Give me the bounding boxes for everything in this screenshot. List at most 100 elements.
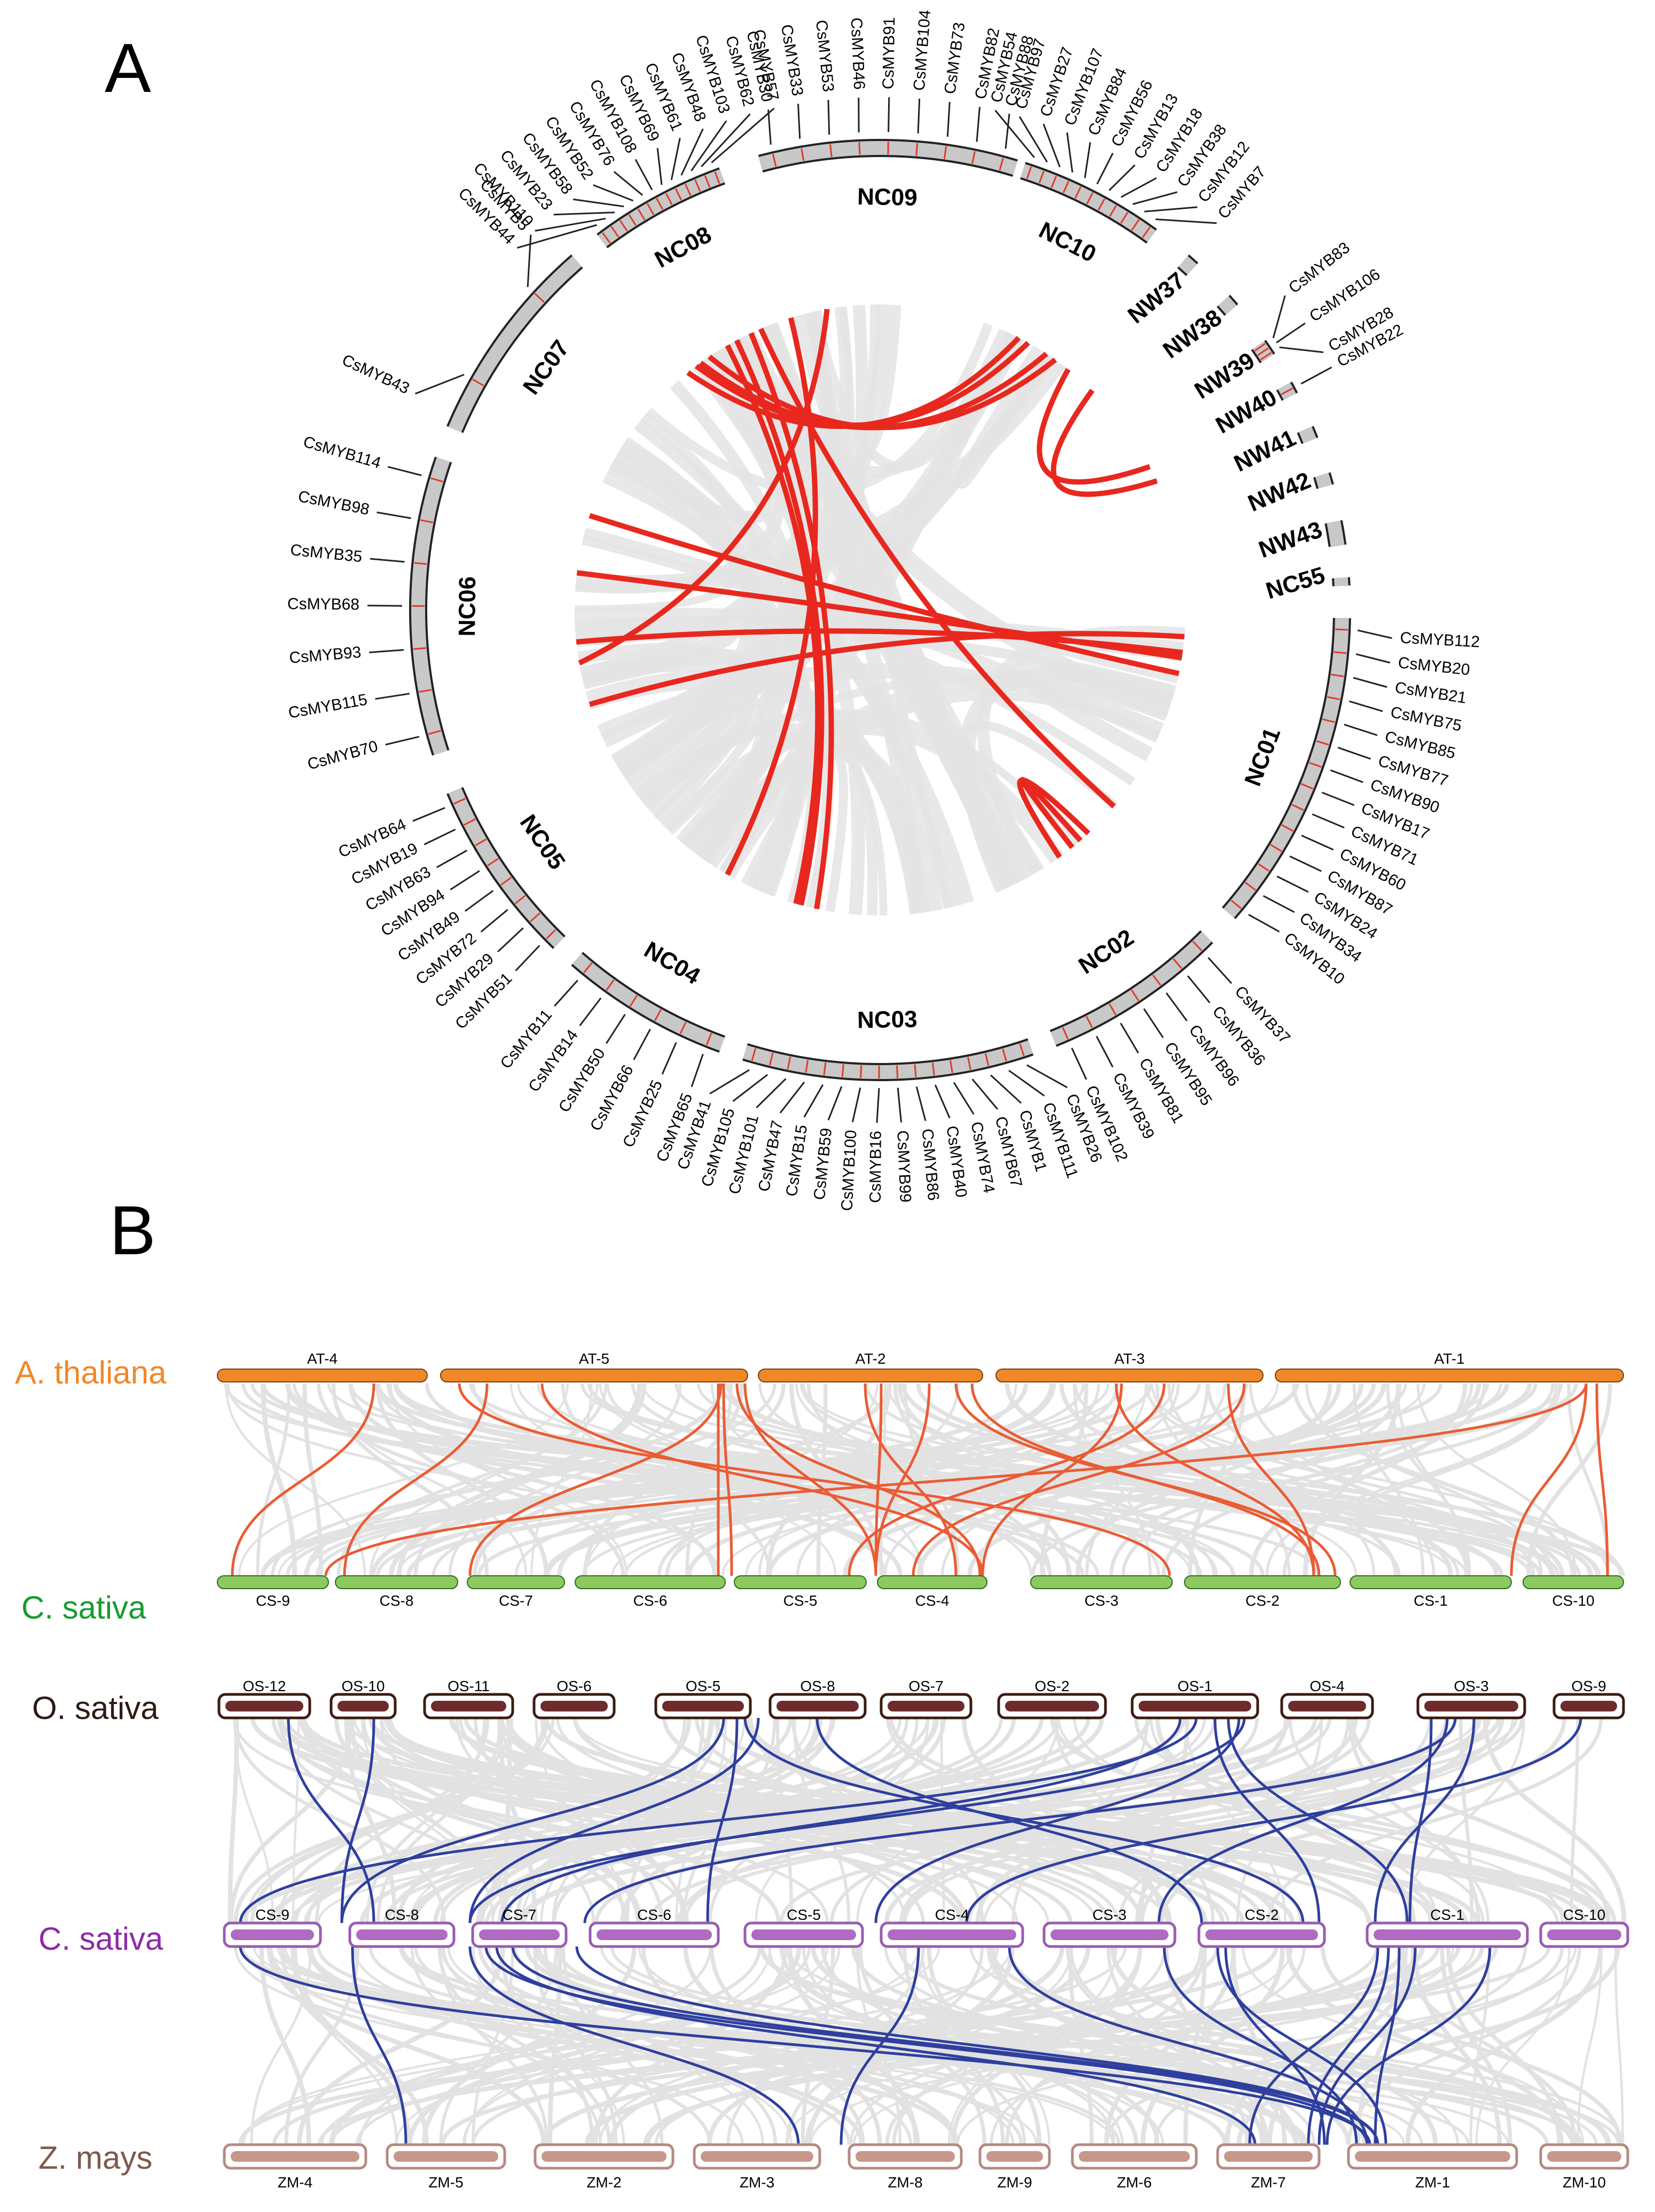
gene-leader-CsMYB93 (369, 649, 404, 653)
gene-leader-CsMYB111 (1008, 1069, 1045, 1097)
orange-link (912, 1383, 1246, 1576)
gene-tick-CsMYB74 (950, 1060, 953, 1073)
gene-leader-CsMYB99 (897, 1088, 903, 1123)
gene-leader-CsMYB10 (1248, 913, 1280, 933)
grey-link (1614, 1946, 1624, 2145)
gene-tick-CsMYB56 (1086, 192, 1094, 205)
gene-leader-CsMYB76 (613, 171, 644, 196)
species-label-o-sativa: O. sativa (32, 1690, 159, 1726)
gene-leader-CsMYB114 (387, 466, 422, 476)
grey-link (320, 1946, 1013, 2145)
gene-tick-CsMYB35 (414, 562, 427, 565)
grey-link (1395, 1383, 1468, 1576)
gene-tick-CsMYB14 (606, 979, 615, 991)
gene-tick-CsMYB101 (787, 1056, 791, 1070)
blue-link (340, 1717, 725, 1924)
chromosome-bar-label-AT-4: AT-4 (307, 1350, 338, 1367)
species-label-z-mays: Z. mays (38, 2140, 152, 2176)
gene-tick-CsMYB53 (829, 144, 833, 158)
gene-tick-CsMYB105 (768, 1052, 774, 1066)
chromosome-bar-CS-4 (888, 1929, 1016, 1940)
gene-leader-CsMYB27 (1042, 123, 1061, 168)
chromosome-bar-label-AT-3: AT-3 (1114, 1350, 1144, 1367)
chromosome-bar-label-OS-12: OS-12 (243, 1678, 286, 1694)
orange-link (1227, 1383, 1315, 1576)
gene-leader-CsMYB62 (701, 113, 751, 167)
chromosome-bar-label-ZM-2: ZM-2 (586, 2174, 621, 2191)
grey-link (821, 1946, 1159, 2145)
chromosome-bar-label-ZM-8: ZM-8 (888, 2174, 922, 2191)
gene-leader-CsMYB17 (1321, 792, 1355, 806)
grey-link (1031, 1383, 1555, 1576)
gene-leader-CsMYB75 (1349, 700, 1383, 712)
grey-link (719, 1383, 1553, 1576)
species-label-c-sativa-top: C. sativa (21, 1590, 146, 1625)
grey-link (500, 1946, 594, 2145)
gene-leader-CsMYB41 (709, 1069, 750, 1095)
gene-leader-CsMYB43 (415, 373, 465, 395)
gene-tick-CsMYB1 (984, 1053, 990, 1066)
gene-label-CsMYB93: CsMYB93 (288, 644, 362, 667)
gene-tick-CsMYB65 (705, 1033, 712, 1046)
gene-leader-CsMYB58 (572, 198, 624, 208)
grey-link (284, 1946, 359, 2145)
gene-label-CsMYB33: CsMYB33 (778, 23, 806, 97)
orange-link (231, 1383, 375, 1576)
orange-link (864, 1383, 958, 1576)
gene-tick-CsMYB36 (1172, 958, 1182, 970)
gene-leader-lines (367, 97, 1392, 1123)
chromosome-bar-label-OS-9: OS-9 (1571, 1678, 1606, 1694)
gene-tick-CsMYB88 (999, 158, 1004, 171)
chromosome-bar-label-CS-10: CS-10 (1563, 1906, 1605, 1923)
gene-tick-CsMYB29 (530, 912, 540, 923)
gene-tick-CsMYB83 (1254, 342, 1266, 352)
grey-link (618, 698, 768, 833)
gene-tick-CsMYB44 (602, 232, 611, 244)
chromosome-label-NC07: NC07 (518, 335, 575, 400)
grey-link (901, 1717, 1358, 1924)
chromosome-bar-AT-5 (440, 1369, 748, 1382)
chromosome-bar-CS-9 (217, 1575, 329, 1589)
gene-leader-CsMYB104 (917, 98, 921, 134)
gene-tick-CsMYB27 (1050, 175, 1057, 189)
chromosome-bar-label-CS-3: CS-3 (1085, 1592, 1119, 1609)
gene-tick-CsMYB82 (971, 151, 976, 164)
gene-leader-CsMYB107 (1066, 132, 1073, 173)
gene-leader-CsMYB28 (1279, 346, 1324, 353)
red-link (758, 327, 1116, 809)
gene-leader-CsMYB25 (661, 1042, 677, 1075)
chromosome-bar-CS-2 (1184, 1575, 1341, 1589)
gene-leader-CsMYB50 (605, 1014, 626, 1044)
grey-link (574, 607, 1184, 655)
grey-link (259, 1946, 311, 2145)
gene-tick-CsMYB47 (805, 1059, 809, 1073)
chromosome-NC01 (1223, 618, 1349, 918)
gene-leader-CsMYB95 (1143, 1008, 1164, 1038)
gene-label-CsMYB115: CsMYB115 (287, 691, 368, 722)
grey-link (1305, 1383, 1543, 1576)
chromosome-bar-OS-4 (1288, 1701, 1366, 1711)
grey-link (376, 1717, 503, 1924)
gene-leader-CsMYB47 (779, 1081, 805, 1114)
gene-leader-CsMYB110 (535, 217, 606, 232)
grey-link (1059, 1383, 1398, 1576)
chromosome-label-NW37: NW37 (1123, 267, 1190, 329)
gene-tick-CsMYB37 (1192, 941, 1203, 951)
chromosome-NW41 (1299, 426, 1316, 443)
gene-leader-CsMYB12 (1144, 206, 1198, 213)
grey-link (747, 306, 855, 889)
gene-leader-CsMYB11 (554, 980, 578, 1007)
grey-link (285, 1717, 1372, 1924)
blue-link (1163, 1946, 1358, 2145)
grey-link (261, 1383, 297, 1576)
gene-tick-CsMYB5 (534, 293, 545, 303)
chromosome-bar-label-OS-4: OS-4 (1309, 1678, 1344, 1694)
chromosome-bar-CS-1 (1374, 1929, 1521, 1940)
gene-leader-CsMYB108 (634, 159, 653, 191)
grey-link (284, 1946, 1115, 2145)
gene-tick-CsMYB30 (772, 153, 777, 167)
chromosome-bar-CS-10 (1523, 1575, 1624, 1589)
circos-plot: CsMYB112CsMYB20CsMYB21CsMYB75CsMYB85CsMY… (287, 9, 1480, 1211)
chromosome-bar-CS-4 (877, 1575, 987, 1589)
gene-tick-CsMYB57 (714, 171, 720, 184)
